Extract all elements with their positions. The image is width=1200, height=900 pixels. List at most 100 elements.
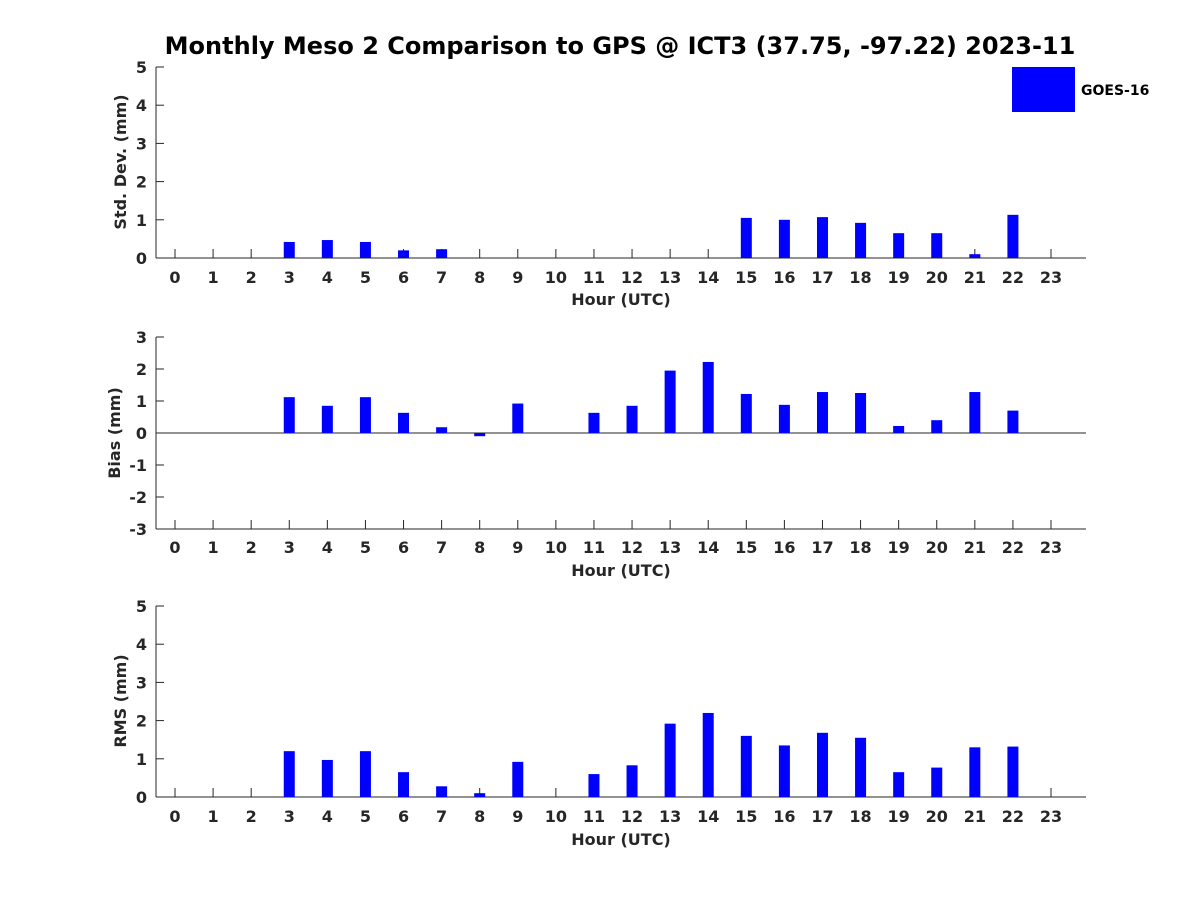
y-axis-label: Bias (mm) bbox=[105, 387, 124, 479]
x-axis-label: Hour (UTC) bbox=[571, 561, 671, 580]
bar bbox=[702, 361, 714, 433]
x-tick-label: 21 bbox=[964, 807, 986, 826]
x-tick-label: 8 bbox=[474, 538, 485, 557]
y-tick-label: 5 bbox=[136, 597, 147, 616]
y-tick-label: -3 bbox=[129, 520, 147, 539]
x-tick-label: 16 bbox=[773, 807, 795, 826]
x-tick-label: 22 bbox=[1002, 807, 1024, 826]
x-tick-label: 2 bbox=[246, 268, 257, 287]
bar bbox=[359, 397, 371, 433]
bar bbox=[512, 761, 524, 797]
bar bbox=[816, 392, 828, 433]
bar bbox=[1007, 214, 1019, 258]
bar bbox=[740, 735, 752, 797]
y-tick-label: 3 bbox=[136, 328, 147, 347]
x-axis-label: Hour (UTC) bbox=[571, 830, 671, 849]
legend-label: GOES-16 bbox=[1081, 83, 1149, 99]
x-tick-label: 21 bbox=[964, 538, 986, 557]
bar bbox=[588, 774, 600, 797]
bar bbox=[702, 712, 714, 797]
x-tick-label: 9 bbox=[512, 538, 523, 557]
bar bbox=[436, 427, 448, 433]
bar bbox=[359, 751, 371, 797]
x-tick-label: 17 bbox=[811, 807, 833, 826]
x-tick-label: 14 bbox=[697, 807, 719, 826]
x-tick-label: 15 bbox=[735, 807, 757, 826]
y-tick-label: 5 bbox=[136, 58, 147, 77]
bar bbox=[969, 392, 981, 433]
bar bbox=[664, 723, 676, 797]
x-tick-label: 17 bbox=[811, 538, 833, 557]
x-tick-label: 11 bbox=[583, 268, 605, 287]
x-tick-label: 0 bbox=[169, 807, 180, 826]
legend-swatch bbox=[1012, 67, 1075, 112]
bar bbox=[816, 217, 828, 258]
bar bbox=[969, 747, 981, 797]
y-tick-label: 1 bbox=[136, 750, 147, 769]
y-tick-label: 4 bbox=[136, 96, 147, 115]
x-tick-label: 5 bbox=[360, 807, 371, 826]
x-tick-label: 7 bbox=[436, 807, 447, 826]
x-tick-label: 20 bbox=[926, 268, 948, 287]
x-tick-label: 11 bbox=[583, 807, 605, 826]
x-tick-label: 19 bbox=[888, 268, 910, 287]
bar bbox=[740, 393, 752, 433]
y-tick-label: 3 bbox=[136, 134, 147, 153]
x-tick-label: 4 bbox=[322, 807, 333, 826]
y-tick-label: 1 bbox=[136, 211, 147, 230]
bar bbox=[474, 793, 486, 797]
x-tick-label: 13 bbox=[659, 538, 681, 557]
bar bbox=[816, 732, 828, 797]
bar bbox=[626, 405, 638, 433]
x-tick-label: 15 bbox=[735, 268, 757, 287]
bar bbox=[778, 745, 790, 797]
x-tick-label: 9 bbox=[512, 268, 523, 287]
y-tick-label: 2 bbox=[136, 173, 147, 192]
x-tick-label: 3 bbox=[284, 268, 295, 287]
x-tick-label: 1 bbox=[208, 268, 219, 287]
bar bbox=[931, 420, 943, 433]
bar bbox=[931, 233, 943, 258]
bar bbox=[931, 767, 943, 797]
x-tick-label: 3 bbox=[284, 807, 295, 826]
bar bbox=[398, 412, 410, 433]
bar bbox=[283, 397, 295, 433]
bar bbox=[893, 233, 905, 258]
bar bbox=[321, 405, 333, 433]
bar bbox=[664, 370, 676, 433]
bar bbox=[893, 772, 905, 797]
x-tick-label: 15 bbox=[735, 538, 757, 557]
x-tick-label: 12 bbox=[621, 268, 643, 287]
legend: GOES-16 bbox=[1012, 67, 1149, 112]
x-tick-label: 22 bbox=[1002, 268, 1024, 287]
x-tick-label: 13 bbox=[659, 807, 681, 826]
x-tick-label: 14 bbox=[697, 538, 719, 557]
x-tick-label: 16 bbox=[773, 268, 795, 287]
bar bbox=[969, 254, 981, 258]
y-axis-label: RMS (mm) bbox=[111, 654, 130, 747]
x-tick-label: 23 bbox=[1040, 268, 1062, 287]
x-tick-label: 4 bbox=[322, 268, 333, 287]
bar bbox=[740, 217, 752, 258]
x-tick-label: 21 bbox=[964, 268, 986, 287]
bar bbox=[359, 241, 371, 258]
x-tick-label: 8 bbox=[474, 268, 485, 287]
y-tick-label: 0 bbox=[136, 424, 147, 443]
bar bbox=[436, 786, 448, 797]
chart-title: Monthly Meso 2 Comparison to GPS @ ICT3 … bbox=[165, 32, 1076, 60]
bar bbox=[855, 393, 867, 433]
x-axis-label: Hour (UTC) bbox=[571, 290, 671, 309]
bar bbox=[588, 412, 600, 433]
x-tick-label: 20 bbox=[926, 538, 948, 557]
bar bbox=[283, 241, 295, 258]
x-tick-label: 6 bbox=[398, 268, 409, 287]
x-tick-label: 7 bbox=[436, 538, 447, 557]
x-tick-label: 11 bbox=[583, 538, 605, 557]
bar bbox=[474, 433, 486, 437]
x-tick-label: 6 bbox=[398, 807, 409, 826]
x-tick-label: 19 bbox=[888, 807, 910, 826]
y-tick-label: 2 bbox=[136, 360, 147, 379]
bar bbox=[778, 404, 790, 433]
x-tick-label: 0 bbox=[169, 538, 180, 557]
